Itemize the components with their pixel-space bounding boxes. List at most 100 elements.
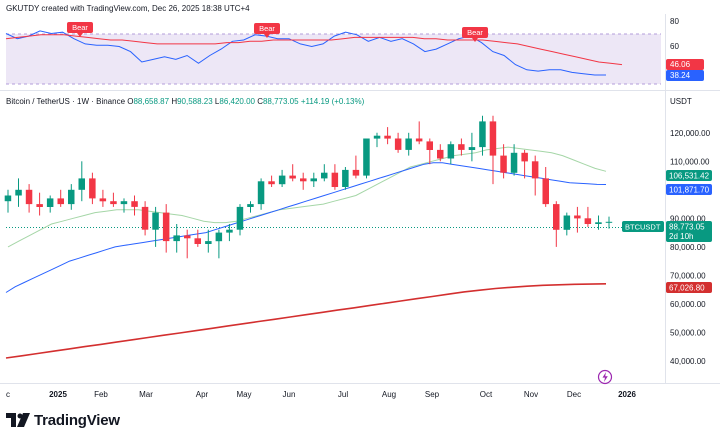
ohlc-low-key: L bbox=[215, 97, 220, 106]
chart-caption: GKUTDY created with TradingView.com, Dec… bbox=[6, 4, 250, 13]
bear-label-box bbox=[254, 23, 280, 34]
ma-mid-value: 101,871.70 bbox=[669, 186, 710, 195]
tradingview-footer: TradingView bbox=[6, 410, 120, 430]
candle-body bbox=[162, 212, 170, 242]
time-axis: c 2025 Feb Mar Apr May Jun Jul Aug Sep Oct Nov Dec 20… bbox=[6, 390, 636, 399]
rsi-line bbox=[5, 30, 606, 76]
candle-body bbox=[173, 235, 180, 242]
time-tick-label: Aug bbox=[382, 390, 396, 399]
rsi-ma-value: 46.06 bbox=[670, 60, 691, 69]
rsi-pane: Bear Bear Bear 80 60 46.06 38.24 bbox=[5, 17, 704, 85]
candle-body bbox=[331, 172, 339, 187]
time-tick-label: Dec bbox=[567, 390, 581, 399]
rsi-ma-value-tag bbox=[666, 59, 704, 70]
candle-body bbox=[15, 189, 22, 196]
candle-body bbox=[352, 169, 360, 176]
candle-body bbox=[321, 172, 328, 179]
ohlc-close: 88,773.05 bbox=[263, 97, 299, 106]
ohlc-high-key: H bbox=[171, 97, 177, 106]
candle-body bbox=[363, 138, 370, 176]
ma-short-value: 106,531.42 bbox=[669, 172, 710, 181]
candle-body bbox=[574, 215, 581, 219]
rsi-band bbox=[6, 34, 661, 84]
price-tick-label: 110,000.00 bbox=[670, 157, 710, 166]
candle-body bbox=[36, 204, 43, 207]
candle-body bbox=[131, 201, 138, 207]
candle-body bbox=[553, 204, 560, 230]
lightning-icon[interactable] bbox=[597, 369, 613, 385]
candle-body bbox=[595, 222, 602, 224]
price-tick-label: 50,000.00 bbox=[670, 328, 706, 337]
candle-body bbox=[605, 221, 613, 223]
candle-body bbox=[289, 175, 296, 179]
time-tick-label: c bbox=[6, 390, 10, 399]
time-tick-label: Apr bbox=[196, 390, 209, 399]
rsi-ma-line bbox=[5, 34, 623, 66]
candle-countdown: 2d 10h bbox=[669, 232, 693, 241]
main-legend: Bitcoin / TetherUS · 1W · Binance O88,65… bbox=[6, 97, 692, 106]
time-tick-label: Feb bbox=[94, 390, 108, 399]
candle-body bbox=[300, 178, 307, 182]
candle-body bbox=[152, 212, 159, 230]
candle-body bbox=[194, 238, 201, 244]
candle-body bbox=[215, 232, 223, 242]
bear-label: Bear bbox=[72, 23, 88, 32]
candle-body bbox=[342, 169, 349, 187]
price-tick-label: 40,000.00 bbox=[670, 357, 706, 366]
candle-body bbox=[236, 206, 244, 230]
bear-label-box bbox=[462, 27, 488, 38]
candle-body bbox=[99, 198, 107, 202]
candle-body bbox=[542, 178, 549, 205]
candle-body bbox=[563, 215, 571, 230]
ohlc-open: 88,658.87 bbox=[133, 97, 169, 106]
rsi-tick-80: 80 bbox=[670, 17, 679, 26]
candle-body bbox=[510, 152, 518, 173]
tradingview-brand: TradingView bbox=[34, 411, 120, 429]
rsi-value-tag bbox=[666, 70, 704, 81]
price-tick-label: 70,000.00 bbox=[670, 271, 706, 280]
svg-text:Bitcoin / TetherUS · 1W · Bina: Bitcoin / TetherUS · 1W · Binance O88,65… bbox=[6, 97, 365, 106]
candle-body bbox=[426, 141, 433, 150]
candle-body bbox=[120, 201, 128, 205]
candle-body bbox=[500, 155, 507, 173]
ohlc-open-key: O bbox=[127, 97, 133, 106]
bear-label: Bear bbox=[467, 28, 483, 37]
candle-body bbox=[373, 135, 381, 139]
candle-body bbox=[479, 121, 486, 148]
time-tick-label: Oct bbox=[480, 390, 493, 399]
candle-body bbox=[437, 149, 444, 159]
ma-long-value: 67,026.80 bbox=[669, 284, 705, 293]
symbol-title: Bitcoin / TetherUS · 1W · Binance bbox=[6, 97, 126, 106]
price-tick-label: 90,000.00 bbox=[670, 214, 706, 223]
candle-body bbox=[278, 175, 286, 185]
bear-label-pointer bbox=[472, 38, 478, 42]
candle-body bbox=[268, 181, 275, 185]
ma-mid-tag bbox=[666, 184, 712, 195]
candle-body bbox=[141, 206, 149, 230]
ohlc-low: 86,420.00 bbox=[219, 97, 255, 106]
ma-short-tag bbox=[666, 170, 712, 181]
symbol-tag bbox=[622, 221, 664, 232]
candle-body bbox=[468, 147, 476, 150]
ma-long-tag bbox=[666, 282, 712, 293]
price-tag bbox=[666, 221, 712, 242]
candle-body bbox=[310, 178, 317, 182]
candle-body bbox=[257, 181, 265, 205]
price-tick-label: 80,000.00 bbox=[670, 243, 706, 252]
bear-label-pointer bbox=[77, 33, 83, 37]
candle-body bbox=[46, 198, 54, 207]
time-tick-label: Jul bbox=[338, 390, 348, 399]
price-tick-label: 60,000.00 bbox=[670, 300, 706, 309]
time-tick-label: 2026 bbox=[618, 390, 636, 399]
candle-body bbox=[458, 144, 465, 150]
candle-body bbox=[68, 189, 75, 205]
tradingview-logo-icon bbox=[6, 413, 30, 427]
candle-body bbox=[447, 144, 455, 159]
time-tick-label: Mar bbox=[139, 390, 153, 399]
time-tick-label: May bbox=[236, 390, 251, 399]
ohlc-close-key: C bbox=[257, 97, 263, 106]
symbol-name: BTCUSDT bbox=[625, 223, 661, 232]
time-tick-label: Jun bbox=[283, 390, 296, 399]
candle-body bbox=[226, 229, 233, 233]
